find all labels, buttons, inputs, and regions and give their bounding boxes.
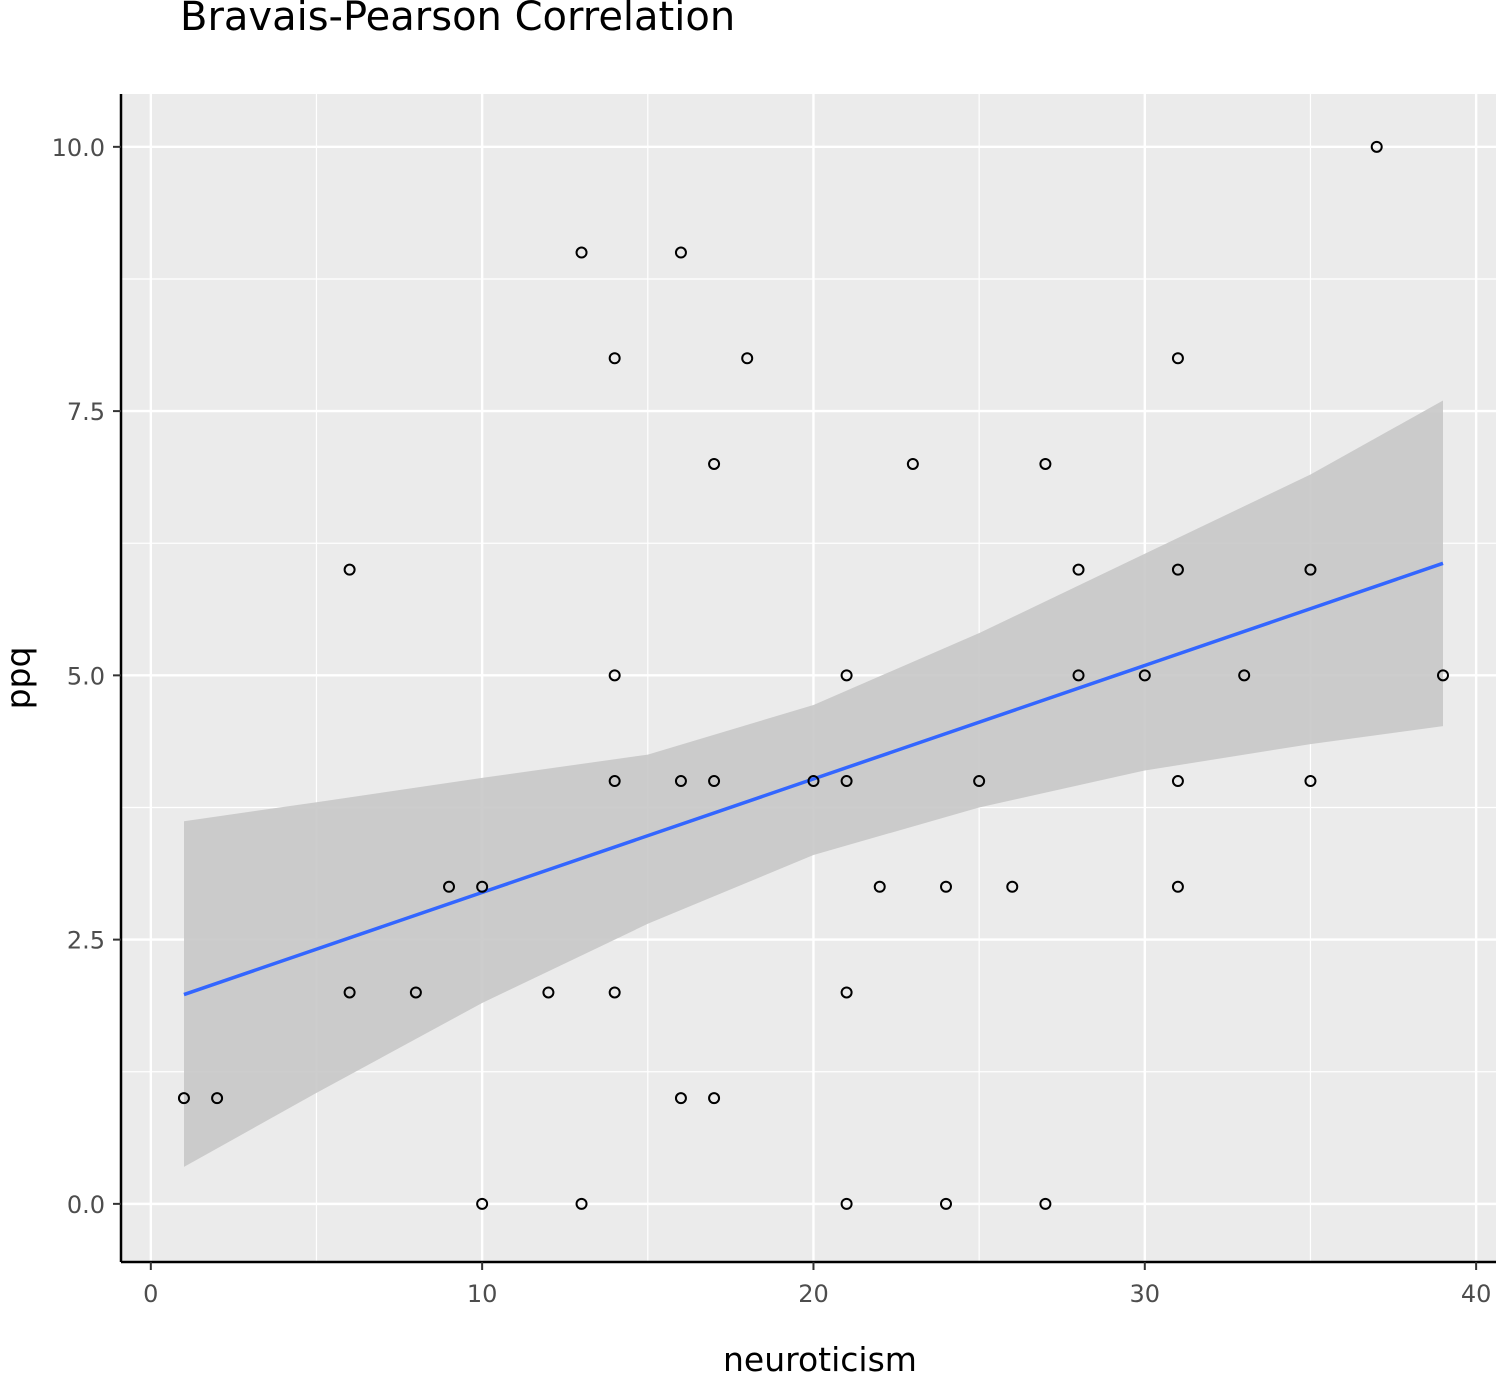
y-tick-label: 7.5 — [67, 398, 105, 426]
confidence-band — [184, 400, 1443, 1167]
y-tick-label: 0.0 — [67, 1191, 105, 1219]
data-point — [1039, 1197, 1052, 1210]
data-point — [1304, 775, 1317, 788]
data-point — [542, 986, 555, 999]
y-tick-label: 2.5 — [67, 927, 105, 955]
data-point — [575, 246, 588, 259]
data-point — [708, 1092, 721, 1105]
x-tick-label: 30 — [1130, 1280, 1161, 1308]
chart-title: Bravais-Pearson Correlation — [180, 0, 736, 40]
data-point — [741, 352, 754, 365]
data-point — [973, 775, 986, 788]
data-points — [177, 140, 1449, 1210]
data-point — [674, 1092, 687, 1105]
data-point — [608, 352, 621, 365]
data-point — [940, 880, 952, 893]
data-point — [807, 775, 820, 788]
data-point — [873, 880, 886, 893]
data-point — [343, 563, 356, 576]
data-point — [211, 1092, 224, 1105]
axis-ticks: 0 10 20 30 40 0.0 2.5 5.0 7.5 10.0 — [52, 134, 1492, 1308]
data-point — [1171, 563, 1184, 576]
x-tick-label: 0 — [143, 1280, 158, 1308]
data-point — [177, 1092, 190, 1105]
y-axis-label: ppq — [0, 646, 38, 710]
data-point — [476, 1197, 489, 1210]
data-point — [840, 1197, 853, 1210]
y-tick-label: 5.0 — [67, 662, 105, 690]
data-point — [840, 669, 853, 682]
data-point — [1171, 775, 1184, 788]
data-point — [1238, 669, 1251, 682]
data-point — [1138, 669, 1151, 682]
data-point — [840, 775, 853, 788]
y-tick-label: 10.0 — [52, 134, 105, 162]
data-point — [1171, 880, 1184, 893]
data-point — [575, 1197, 588, 1210]
data-point — [1370, 140, 1383, 153]
x-tick-label: 10 — [467, 1280, 498, 1308]
data-point — [343, 986, 356, 999]
data-point — [674, 246, 687, 259]
data-point — [608, 986, 621, 999]
data-point — [906, 457, 919, 470]
data-point — [940, 1197, 952, 1210]
data-point — [708, 457, 721, 470]
x-tick-label: 20 — [798, 1280, 829, 1308]
data-point — [476, 880, 489, 893]
data-point — [1304, 563, 1317, 576]
data-point — [840, 986, 853, 999]
x-axis-label: neuroticism — [723, 1340, 917, 1379]
data-point — [708, 775, 721, 788]
data-point — [409, 986, 422, 999]
data-point — [1072, 563, 1085, 576]
data-point — [608, 669, 621, 682]
data-point — [608, 775, 621, 788]
data-point — [674, 775, 687, 788]
data-point — [1171, 352, 1184, 365]
data-point — [1006, 880, 1019, 893]
data-point — [1436, 669, 1449, 682]
data-point — [1039, 457, 1052, 470]
regression-line — [183, 561, 1444, 997]
data-point — [1072, 669, 1085, 682]
data-point — [443, 880, 456, 893]
x-tick-label: 40 — [1461, 1280, 1492, 1308]
